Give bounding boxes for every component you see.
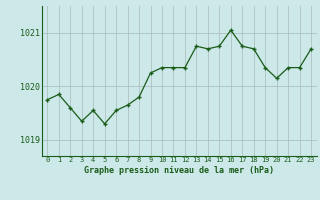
- X-axis label: Graphe pression niveau de la mer (hPa): Graphe pression niveau de la mer (hPa): [84, 166, 274, 175]
